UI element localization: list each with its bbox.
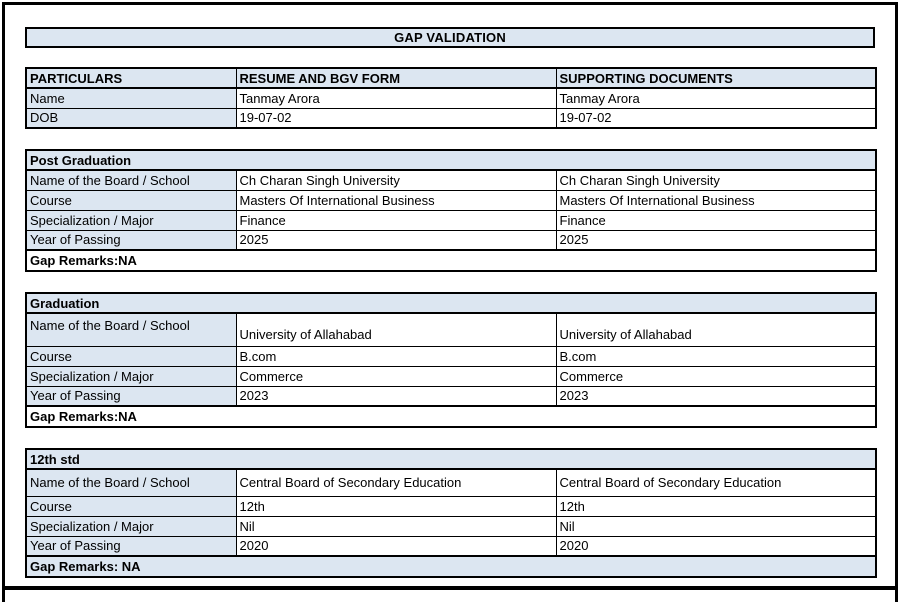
cell-specialization-resume: Commerce: [235, 365, 557, 387]
table-row-name: Name Tanmay Arora Tanmay Arora: [25, 87, 877, 109]
cell-course-supporting: Masters Of International Business: [555, 189, 877, 211]
column-header-resume-bgv: RESUME AND BGV FORM: [235, 67, 557, 89]
cell-name-supporting: Tanmay Arora: [555, 87, 877, 109]
row-label-course: Course: [25, 189, 237, 211]
cell-board-resume: University of Allahabad: [235, 312, 557, 347]
table-row-dob: DOB 19-07-02 19-07-02: [25, 107, 877, 129]
cell-specialization-resume: Finance: [235, 209, 557, 231]
section-heading-post-graduation: Post Graduation: [25, 149, 877, 171]
cell-specialization-supporting: Finance: [555, 209, 877, 231]
table-row-year: Year of Passing 2020 2020: [25, 535, 877, 557]
cell-year-resume: 2025: [235, 229, 557, 251]
cell-year-supporting: 2020: [555, 535, 877, 557]
cell-board-resume: Ch Charan Singh University: [235, 169, 557, 191]
cell-course-resume: 12th: [235, 495, 557, 517]
row-label-specialization: Specialization / Major: [25, 515, 237, 537]
row-label-year: Year of Passing: [25, 229, 237, 251]
row-label-name: Name: [25, 87, 237, 109]
cell-board-supporting: Central Board of Secondary Education: [555, 468, 877, 497]
twelfth-std-table: 12th std Name of the Board / School Cent…: [25, 448, 877, 578]
cell-specialization-supporting: Commerce: [555, 365, 877, 387]
table-row-board: Name of the Board / School University of…: [25, 312, 877, 347]
row-label-course: Course: [25, 495, 237, 517]
cell-specialization-supporting: Nil: [555, 515, 877, 537]
post-graduation-table: Post Graduation Name of the Board / Scho…: [25, 149, 877, 272]
row-label-course: Course: [25, 345, 237, 367]
gap-remarks-row: Gap Remarks:NA: [25, 405, 877, 428]
page-title-text: GAP VALIDATION: [394, 30, 506, 45]
gap-remarks-graduation: Gap Remarks:NA: [25, 405, 877, 428]
gap-remarks-12th-std: Gap Remarks: NA: [25, 555, 877, 578]
cell-board-supporting: Ch Charan Singh University: [555, 169, 877, 191]
row-label-board: Name of the Board / School: [25, 312, 237, 347]
table-row-year: Year of Passing 2023 2023: [25, 385, 877, 407]
row-label-dob: DOB: [25, 107, 237, 129]
section-heading-row: 12th std: [25, 448, 877, 470]
column-header-supporting-docs: SUPPORTING DOCUMENTS: [555, 67, 877, 89]
cell-board-resume: Central Board of Secondary Education: [235, 468, 557, 497]
section-heading-graduation: Graduation: [25, 292, 877, 314]
table-row-course: Course Masters Of International Business…: [25, 189, 877, 211]
row-label-board: Name of the Board / School: [25, 169, 237, 191]
table-row-course: Course 12th 12th: [25, 495, 877, 517]
cell-course-supporting: 12th: [555, 495, 877, 517]
cell-course-supporting: B.com: [555, 345, 877, 367]
particulars-table: PARTICULARS RESUME AND BGV FORM SUPPORTI…: [25, 67, 877, 129]
table-row-specialization: Specialization / Major Finance Finance: [25, 209, 877, 231]
column-header-particulars: PARTICULARS: [25, 67, 237, 89]
cell-year-resume: 2020: [235, 535, 557, 557]
section-heading-row: Graduation: [25, 292, 877, 314]
row-label-year: Year of Passing: [25, 385, 237, 407]
graduation-table: Graduation Name of the Board / School Un…: [25, 292, 877, 428]
row-label-year: Year of Passing: [25, 535, 237, 557]
gap-remarks-row: Gap Remarks:NA: [25, 249, 877, 272]
cell-board-supporting: University of Allahabad: [555, 312, 877, 347]
page-title: GAP VALIDATION: [25, 27, 875, 48]
table-row-specialization: Specialization / Major Nil Nil: [25, 515, 877, 537]
particulars-header-row: PARTICULARS RESUME AND BGV FORM SUPPORTI…: [25, 67, 877, 89]
row-label-board: Name of the Board / School: [25, 468, 237, 497]
document-content: GAP VALIDATION PARTICULARS RESUME AND BG…: [5, 5, 895, 578]
cell-specialization-resume: Nil: [235, 515, 557, 537]
table-row-board: Name of the Board / School Central Board…: [25, 468, 877, 497]
next-section-divider: [2, 586, 898, 590]
cell-dob-supporting: 19-07-02: [555, 107, 877, 129]
row-label-specialization: Specialization / Major: [25, 365, 237, 387]
cell-name-resume: Tanmay Arora: [235, 87, 557, 109]
cell-year-resume: 2023: [235, 385, 557, 407]
cell-year-supporting: 2025: [555, 229, 877, 251]
table-row-specialization: Specialization / Major Commerce Commerce: [25, 365, 877, 387]
cell-course-resume: Masters Of International Business: [235, 189, 557, 211]
gap-remarks-row: Gap Remarks: NA: [25, 555, 877, 578]
cell-dob-resume: 19-07-02: [235, 107, 557, 129]
table-row-course: Course B.com B.com: [25, 345, 877, 367]
section-heading-row: Post Graduation: [25, 149, 877, 171]
gap-remarks-post-graduation: Gap Remarks:NA: [25, 249, 877, 272]
row-label-specialization: Specialization / Major: [25, 209, 237, 231]
table-row-year: Year of Passing 2025 2025: [25, 229, 877, 251]
cell-year-supporting: 2023: [555, 385, 877, 407]
section-heading-12th-std: 12th std: [25, 448, 877, 470]
cell-course-resume: B.com: [235, 345, 557, 367]
table-row-board: Name of the Board / School Ch Charan Sin…: [25, 169, 877, 191]
